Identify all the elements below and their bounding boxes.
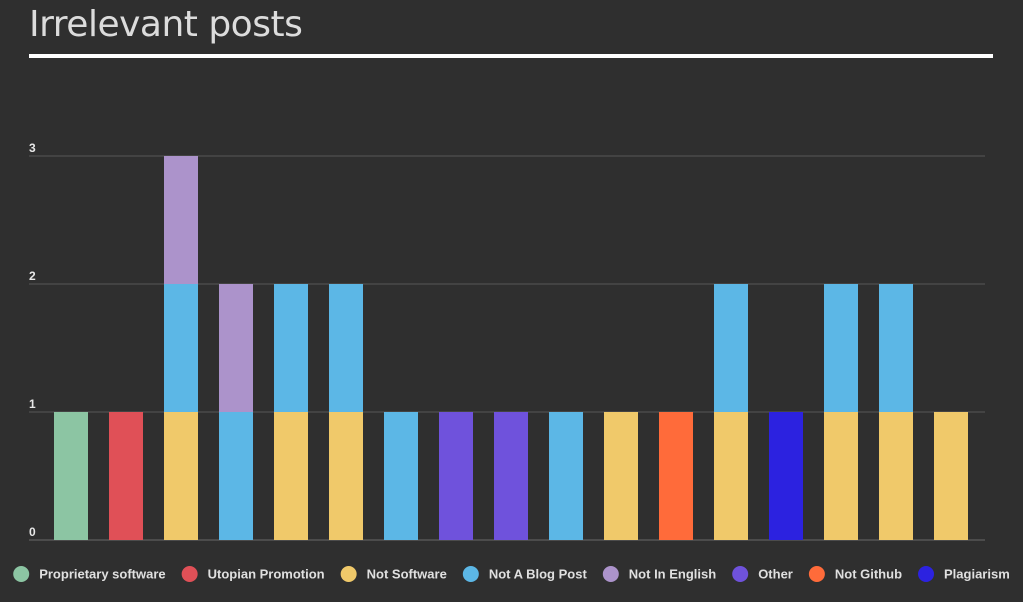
bar-segment-11-series-3[interactable] <box>604 412 638 540</box>
bar-segment-9-series-6[interactable] <box>494 412 528 540</box>
legend-item-8[interactable]: Plagiarism <box>918 566 1010 582</box>
bar-segment-6-series-4[interactable] <box>329 284 363 412</box>
legend-item-2[interactable]: Utopian Promotion <box>181 566 325 582</box>
legend-item-3[interactable]: Not Software <box>340 566 447 582</box>
bar-segment-3-series-4[interactable] <box>164 284 198 412</box>
bar-segment-13-series-3[interactable] <box>714 412 748 540</box>
y-tick-label: 1 <box>29 397 36 411</box>
legend-swatch <box>340 566 357 582</box>
legend-label: Utopian Promotion <box>208 567 325 582</box>
chart-title: Irrelevant posts <box>29 4 303 45</box>
bar-segment-5-series-4[interactable] <box>274 284 308 412</box>
bar-segment-16-series-3[interactable] <box>879 412 913 540</box>
legend-swatch <box>13 566 30 582</box>
y-tick-label: 0 <box>29 525 36 539</box>
bar-segment-8-series-6[interactable] <box>439 412 473 540</box>
legend-label: Not A Blog Post <box>489 567 588 582</box>
bar-segment-12-series-7[interactable] <box>659 412 693 540</box>
legend-label: Plagiarism <box>944 567 1010 582</box>
legend-label: Other <box>758 567 793 582</box>
legend-swatch <box>808 566 825 582</box>
legend-label: Not Github <box>835 567 902 582</box>
title-underline <box>29 54 993 58</box>
bar-segment-4-series-4[interactable] <box>219 412 253 540</box>
bar-segment-4-series-5[interactable] <box>219 284 253 412</box>
bars <box>54 156 968 540</box>
bar-segment-15-series-4[interactable] <box>824 284 858 412</box>
legend-item-5[interactable]: Not In English <box>602 566 716 582</box>
legend: Proprietary software Utopian Promotion Not… <box>13 566 1010 582</box>
y-axis-ticks: 0 1 2 3 <box>29 141 36 539</box>
legend-swatch <box>732 566 749 582</box>
bar-segment-1-series-1[interactable] <box>54 412 88 540</box>
legend-label: Not Software <box>367 567 447 582</box>
legend-item-1[interactable]: Proprietary software <box>13 566 166 582</box>
legend-item-6[interactable]: Other <box>732 566 793 582</box>
bar-segment-16-series-4[interactable] <box>879 284 913 412</box>
bar-segment-7-series-4[interactable] <box>384 412 418 540</box>
bar-segment-13-series-4[interactable] <box>714 284 748 412</box>
y-tick-label: 3 <box>29 141 36 155</box>
legend-swatch <box>181 566 198 582</box>
legend-swatch <box>602 566 619 582</box>
bar-segment-15-series-3[interactable] <box>824 412 858 540</box>
legend-item-4[interactable]: Not A Blog Post <box>462 566 588 582</box>
bar-segment-10-series-4[interactable] <box>549 412 583 540</box>
bar-segment-6-series-3[interactable] <box>329 412 363 540</box>
bar-segment-5-series-3[interactable] <box>274 412 308 540</box>
bar-segment-2-series-2[interactable] <box>109 412 143 540</box>
y-tick-label: 2 <box>29 269 36 283</box>
bar-segment-3-series-5[interactable] <box>164 156 198 284</box>
bar-segment-14-series-8[interactable] <box>769 412 803 540</box>
bar-segment-17-series-3[interactable] <box>934 412 968 540</box>
legend-label: Proprietary software <box>39 567 165 582</box>
legend-label: Not In English <box>629 567 716 582</box>
legend-item-7[interactable]: Not Github <box>808 566 902 582</box>
bar-segment-3-series-3[interactable] <box>164 412 198 540</box>
legend-swatch <box>462 566 479 582</box>
legend-swatch <box>918 566 935 582</box>
